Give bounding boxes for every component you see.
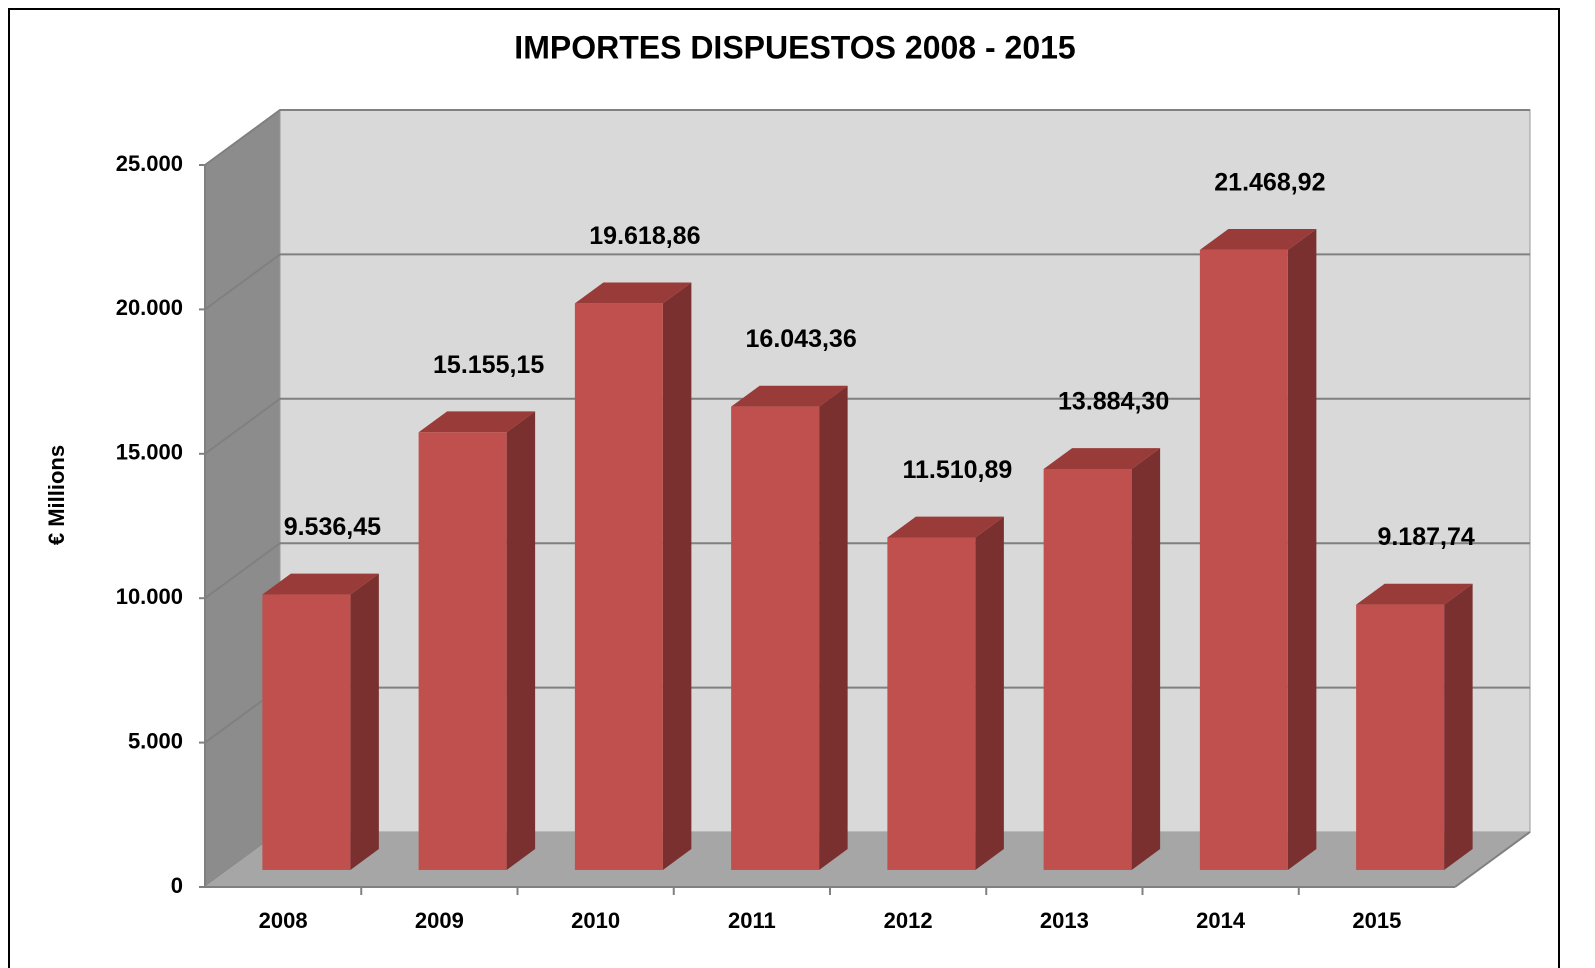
y-tick-label: 5.000	[128, 728, 183, 753]
bar-side	[819, 385, 848, 870]
grid-line	[204, 253, 1530, 311]
bar-side	[1131, 448, 1161, 870]
bar-side	[975, 516, 1004, 870]
y-tick-label: 25.000	[116, 151, 183, 176]
bar	[418, 432, 507, 870]
chart-title: IMPORTES DISPUESTOS 2008 - 2015	[514, 29, 1075, 65]
bar-top	[1356, 583, 1473, 605]
x-tick-label: 2011	[728, 908, 776, 933]
bar-side	[506, 411, 536, 870]
bar-side	[1444, 583, 1473, 870]
value-label: 21.468,92	[1214, 169, 1325, 197]
x-tick-label: 2014	[1196, 908, 1246, 933]
bar-top	[887, 516, 1004, 538]
bar-top	[574, 282, 692, 304]
bar-top	[1043, 448, 1161, 469]
bar	[574, 303, 663, 870]
y-tick-label: 15.000	[116, 440, 183, 465]
value-label: 15.155,15	[433, 351, 544, 379]
bar	[887, 537, 976, 870]
floor-edge	[1454, 831, 1531, 888]
bar	[1199, 249, 1288, 870]
value-label: 11.510,89	[902, 456, 1012, 484]
bar-top	[731, 385, 848, 407]
plot: 0 5.000 10.000 15.000 20.000 25.000 2008 9.536,…	[116, 109, 1531, 933]
x-tick-label: 2012	[884, 908, 933, 933]
bar-side	[1287, 229, 1317, 870]
bar-top	[1199, 229, 1317, 250]
value-label: 13.884,30	[1058, 388, 1169, 416]
grid-line	[204, 397, 1530, 455]
grid-line	[204, 109, 1530, 166]
bar-top	[262, 573, 379, 595]
y-tick-label: 10.000	[116, 584, 183, 609]
x-tick-label: 2015	[1352, 908, 1401, 933]
bar-side	[662, 282, 692, 870]
bar-side	[350, 573, 379, 870]
x-tick-label: 2013	[1040, 908, 1089, 933]
x-tick-label: 2008	[259, 908, 308, 933]
left-wall	[205, 110, 280, 887]
value-label: 9.187,74	[1377, 523, 1474, 551]
bar	[262, 594, 351, 870]
y-tick-label: 20.000	[116, 295, 183, 320]
floor	[205, 832, 1530, 887]
y-axis-label: € Millions	[44, 445, 69, 545]
x-tick-label: 2010	[571, 908, 620, 933]
bar	[1043, 468, 1132, 870]
bar-top	[418, 411, 536, 433]
bar	[1356, 604, 1445, 870]
value-label: 16.043,36	[746, 325, 857, 353]
value-label: 9.536,45	[284, 513, 381, 541]
bar	[731, 406, 820, 870]
value-label: 19.618,86	[589, 222, 700, 250]
x-tick-label: 2009	[415, 908, 464, 933]
y-tick-label: 0	[171, 873, 183, 898]
